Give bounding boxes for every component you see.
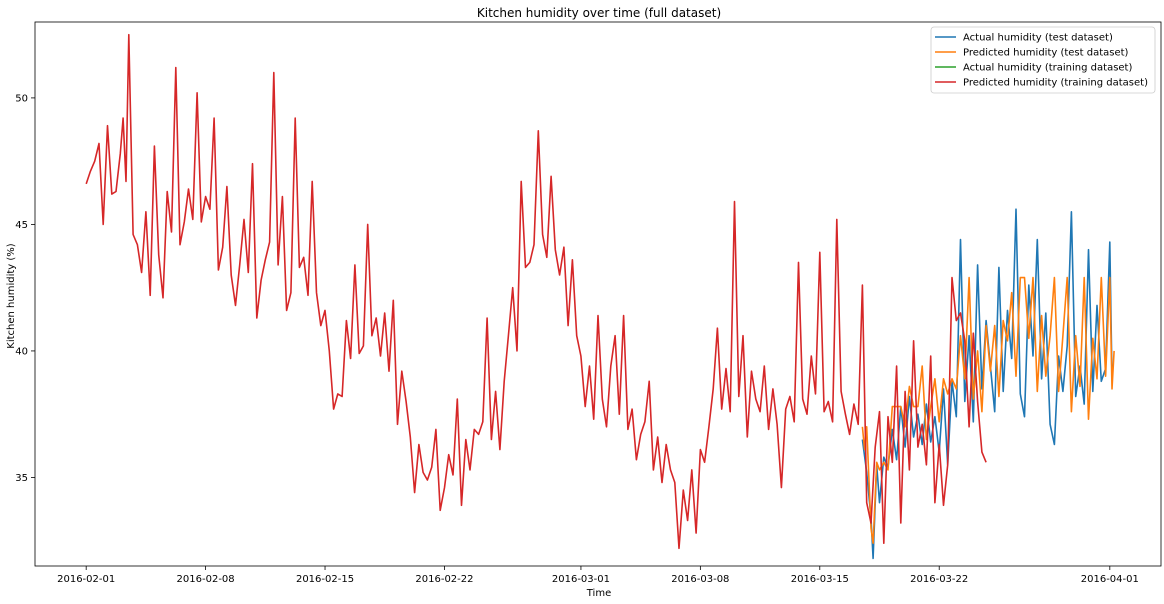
- y-tick-label: 35: [15, 473, 28, 484]
- x-tick-label: 2016-03-15: [791, 574, 849, 585]
- x-tick-label: 2016-02-22: [415, 574, 473, 585]
- legend-label: Predicted humidity (training dataset): [963, 78, 1148, 89]
- plot-area: [85, 33, 1115, 560]
- x-tick-label: 2016-03-22: [910, 574, 968, 585]
- x-tick-label: 2016-03-08: [671, 574, 729, 585]
- x-axis: 2016-02-01 2016-02-08 2016-02-15 2016-02-22…: [57, 566, 1139, 585]
- x-tick-label: 2016-02-01: [57, 574, 115, 585]
- chart-title: Kitchen humidity over time (full dataset…: [477, 6, 721, 20]
- y-tick-label: 50: [15, 93, 28, 104]
- y-axis: 35 40 45 50: [15, 93, 35, 484]
- y-tick-label: 45: [15, 220, 28, 231]
- x-tick-label: 2016-02-15: [296, 574, 354, 585]
- legend: Actual humidity (test dataset) Predicted …: [930, 26, 1156, 94]
- y-tick-label: 40: [15, 346, 28, 357]
- x-tick-label: 2016-04-01: [1081, 574, 1139, 585]
- plot-frame: [34, 21, 1162, 567]
- legend-label: Actual humidity (training dataset): [963, 63, 1132, 74]
- y-axis-label: Kitchen humidity (%): [6, 243, 17, 349]
- x-axis-label: Time: [586, 588, 611, 599]
- series-line-3: [85, 33, 987, 550]
- x-tick-label: 2016-02-08: [177, 574, 235, 585]
- x-tick-label: 2016-03-01: [552, 574, 610, 585]
- legend-label: Actual humidity (test dataset): [963, 33, 1113, 44]
- legend-label: Predicted humidity (test dataset): [963, 48, 1129, 59]
- legend-box: [930, 26, 1156, 94]
